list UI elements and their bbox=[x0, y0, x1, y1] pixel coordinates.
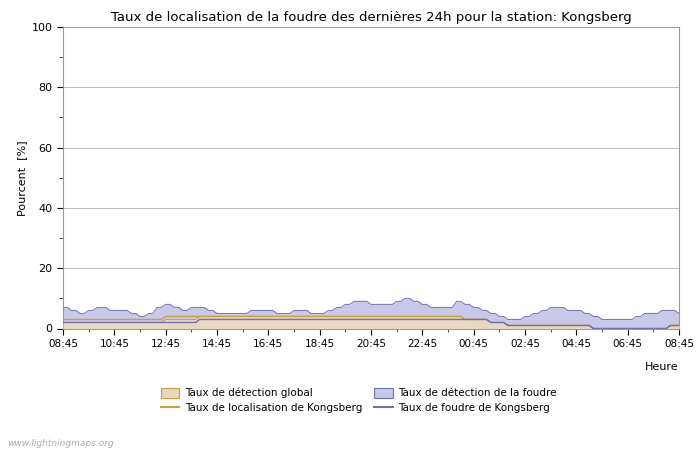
Text: www.lightningmaps.org: www.lightningmaps.org bbox=[7, 439, 113, 448]
Legend: Taux de détection global, Taux de localisation de Kongsberg, Taux de détection d: Taux de détection global, Taux de locali… bbox=[160, 388, 557, 413]
Title: Taux de localisation de la foudre des dernières 24h pour la station: Kongsberg: Taux de localisation de la foudre des de… bbox=[111, 11, 631, 24]
Y-axis label: Pourcent  [%]: Pourcent [%] bbox=[18, 140, 27, 216]
Text: Heure: Heure bbox=[645, 362, 679, 372]
